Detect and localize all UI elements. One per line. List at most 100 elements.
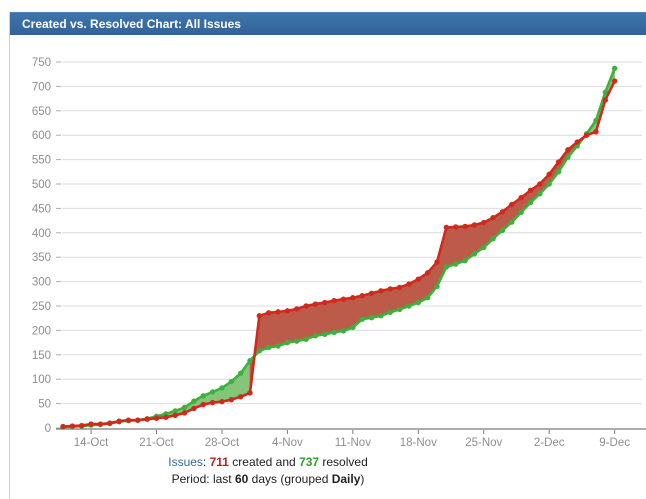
- resolved-line-point: [611, 65, 618, 72]
- created-count: 711: [209, 455, 229, 469]
- resolved-line-point: [359, 316, 365, 322]
- created-line-point: [69, 423, 76, 429]
- x-tick-label: 21-Oct: [139, 437, 174, 449]
- resolved-line-point: [546, 181, 552, 187]
- resolved-line-point: [434, 283, 440, 290]
- created-line-point: [322, 299, 328, 306]
- resolved-line-point: [424, 295, 431, 301]
- resolved-line-point: [555, 169, 562, 175]
- resolved-line-point: [237, 370, 244, 377]
- resolved-line-point: [509, 219, 515, 225]
- created-line-point: [611, 78, 618, 84]
- y-tick-label: 0: [45, 423, 51, 435]
- resolved-line-point: [303, 336, 309, 342]
- created-line-point: [219, 398, 225, 405]
- x-tick-label: 9-Dec: [599, 437, 630, 449]
- resolved-line-point: [322, 331, 328, 338]
- gadget-header: Created vs. Resolved Chart: All Issues: [10, 12, 646, 35]
- created-line-point: [378, 288, 384, 294]
- y-tick-label: 350: [32, 252, 51, 264]
- period-mid: days (grouped: [248, 472, 332, 486]
- resolved-line-point: [406, 303, 412, 309]
- created-line-point: [462, 223, 468, 230]
- y-tick-label: 50: [38, 399, 51, 411]
- resolved-line-point: [602, 89, 608, 95]
- y-tick-label: 400: [32, 228, 51, 240]
- created-line-point: [387, 286, 393, 292]
- issues-summary: Issues: 711 created and 737 resolved: [0, 454, 536, 471]
- y-tick-label: 100: [32, 374, 51, 386]
- created-line-point: [546, 171, 552, 177]
- created-line-point: [153, 415, 160, 421]
- resolved-line-point: [294, 338, 300, 344]
- created-line-point: [284, 308, 291, 314]
- created-line-point: [340, 296, 347, 302]
- y-tick-label: 500: [32, 179, 51, 191]
- created-line-point: [350, 295, 356, 301]
- resolved-line-point: [481, 244, 487, 251]
- period-summary: Period: last 60 days (grouped Daily): [0, 471, 536, 488]
- resolved-line-point: [518, 209, 524, 216]
- x-tick-label: 25-Nov: [465, 437, 502, 449]
- x-tick-label: 2-Dec: [534, 437, 565, 449]
- resolved-line-point: [537, 191, 543, 197]
- created-line-point: [275, 309, 281, 315]
- created-line-point: [555, 159, 562, 165]
- resolved-line-point: [396, 306, 403, 313]
- created-line-point: [359, 293, 365, 299]
- created-line-point: [415, 276, 421, 282]
- created-line: [62, 80, 616, 428]
- issues-colon: :: [202, 455, 210, 469]
- created-line-point: [191, 405, 197, 412]
- created-line-point: [60, 423, 66, 430]
- created-line-point: [583, 132, 590, 138]
- y-tick-label: 150: [32, 350, 51, 362]
- created-line-point: [424, 270, 431, 276]
- created-line-point: [256, 313, 263, 319]
- resolved-line: [62, 67, 616, 429]
- resolved-line-point: [191, 398, 197, 404]
- resolved-line-point: [219, 385, 225, 391]
- resolved-line-point: [331, 329, 337, 336]
- created-line-point: [406, 281, 412, 287]
- created-line-point: [228, 396, 234, 403]
- created-line-point: [79, 422, 85, 429]
- resolved-line-point: [368, 315, 375, 321]
- created-over-resolved-fill: [333, 298, 344, 333]
- x-tick-label: 11-Nov: [335, 437, 371, 449]
- created-over-resolved-fill: [446, 226, 457, 268]
- x-tick-label: 4-Nov: [272, 437, 303, 449]
- y-tick-label: 700: [32, 81, 51, 93]
- y-tick-label: 450: [32, 203, 51, 215]
- created-line-point: [499, 209, 506, 215]
- created-line-point: [163, 414, 169, 420]
- resolved-count: 737: [299, 455, 320, 469]
- y-tick-label: 250: [32, 301, 51, 313]
- y-tick-label: 600: [32, 130, 51, 142]
- created-line-point: [509, 201, 515, 208]
- created-line-point: [434, 259, 440, 265]
- resolved-line-point: [247, 357, 253, 364]
- resolved-line-point: [275, 343, 281, 349]
- created-line-point: [527, 187, 534, 194]
- x-tick-label: 18-Nov: [400, 437, 437, 449]
- created-text: created and: [228, 455, 300, 469]
- created-line-point: [368, 290, 375, 297]
- created-line-point: [312, 301, 319, 307]
- created-over-resolved-fill: [268, 311, 279, 348]
- resolved-line-point: [284, 339, 291, 346]
- resolved-line-point: [209, 389, 216, 395]
- period-grouping: Daily: [331, 472, 361, 486]
- created-line-point: [172, 412, 178, 419]
- resolved-line-point: [340, 328, 347, 334]
- created-line-point: [88, 421, 94, 427]
- created-line-point: [471, 222, 478, 228]
- resolved-line-point: [565, 154, 571, 160]
- issues-link[interactable]: Issues: [168, 455, 203, 469]
- chart-footer: Issues: 711 created and 737 resolved Per…: [0, 454, 536, 488]
- created-line-point: [593, 129, 599, 135]
- panel-left-border: [9, 12, 10, 499]
